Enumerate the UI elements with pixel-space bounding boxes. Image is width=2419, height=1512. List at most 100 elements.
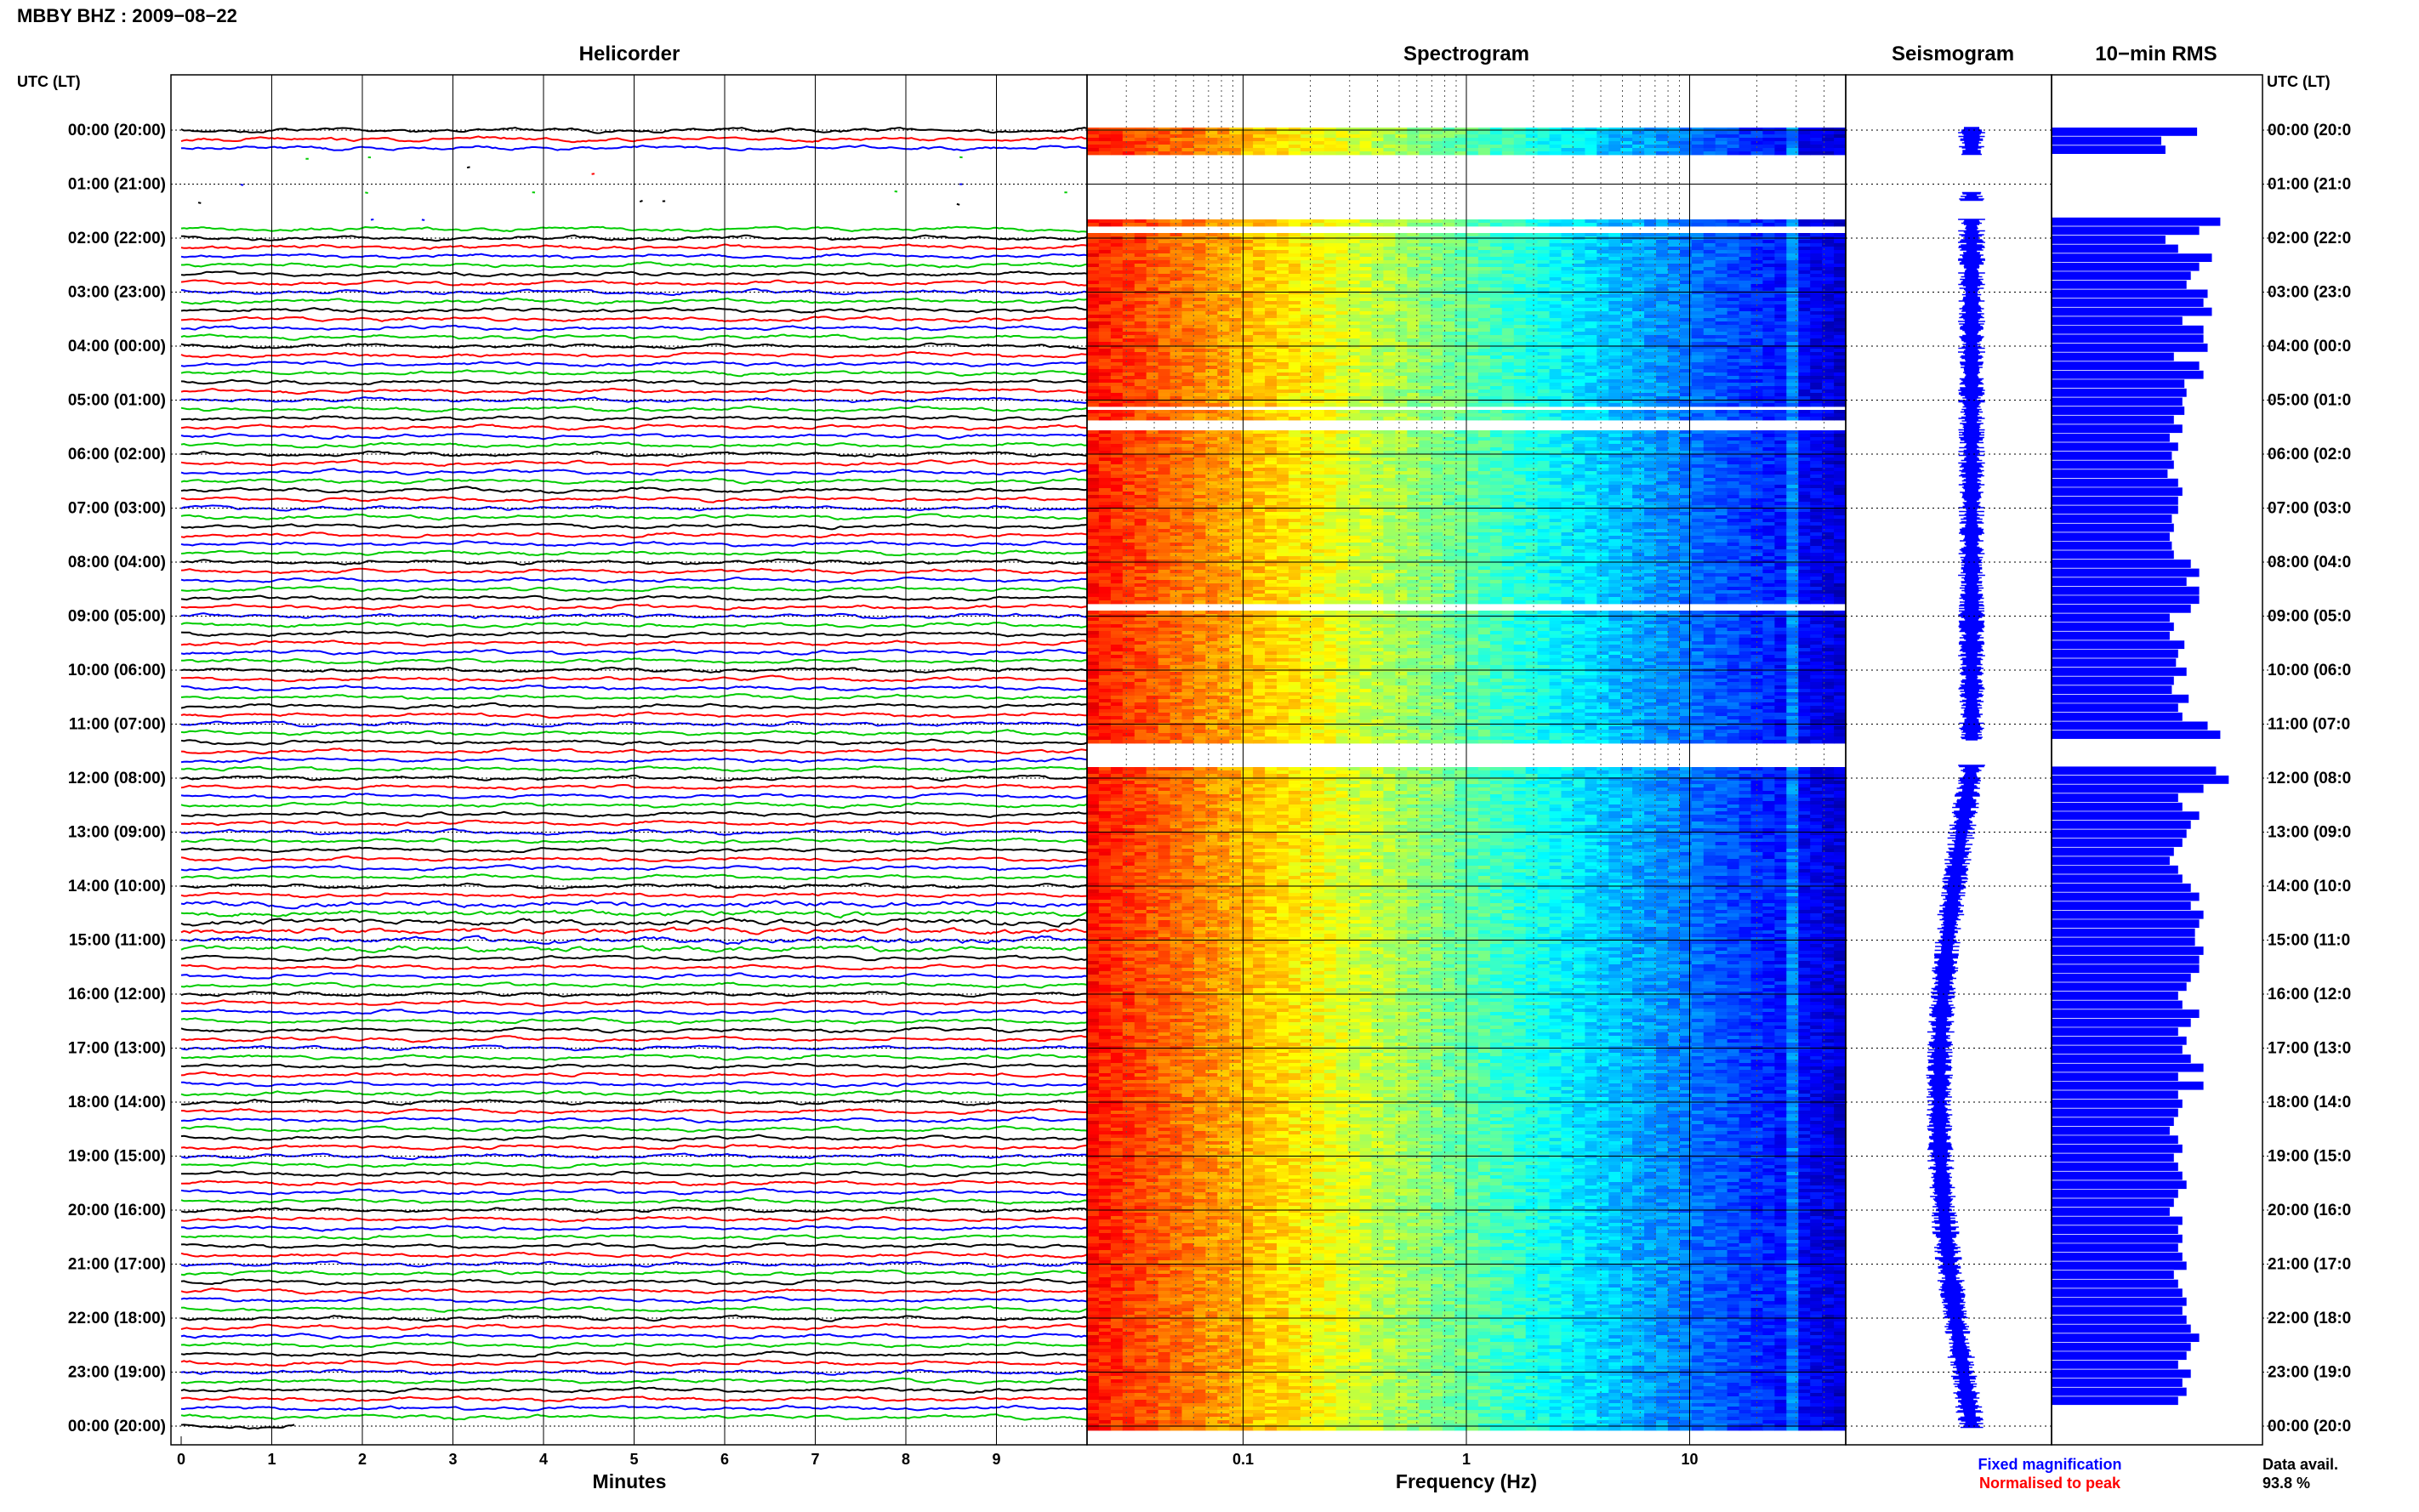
spectrogram-cell	[1597, 342, 1609, 346]
spectrogram-cell	[1632, 128, 1645, 132]
spectrogram-cell	[1407, 376, 1420, 380]
spectrogram-cell	[1608, 240, 1621, 244]
spectrogram-cell	[1573, 451, 1585, 455]
spectrogram-cell	[1098, 413, 1112, 418]
spectrogram-cell	[1585, 410, 1597, 414]
spectrogram-cell	[1537, 332, 1551, 336]
spectrogram-cell	[1667, 369, 1681, 373]
spectrogram-cell	[1667, 311, 1681, 315]
spectrogram-cell	[1597, 253, 1609, 258]
spectrogram-cell	[1277, 277, 1289, 281]
spectrogram-cell	[1347, 383, 1361, 387]
spectrogram-cell	[1277, 287, 1289, 292]
spectrogram-cell	[1110, 372, 1124, 377]
spectrogram-cell	[1407, 253, 1420, 258]
spectrogram-cell	[1253, 362, 1266, 367]
spectrogram-cell	[1585, 352, 1597, 356]
spectrogram-cell	[1822, 389, 1835, 394]
spectrogram-cell	[1431, 141, 1443, 145]
spectrogram-cell	[1110, 134, 1124, 139]
spectrogram-cell	[1477, 372, 1491, 377]
spectrogram-cell	[1501, 151, 1515, 156]
spectrogram-cell	[1608, 372, 1621, 377]
spectrogram-cell	[1679, 458, 1693, 462]
spectrogram-cell	[1253, 240, 1266, 244]
spectrogram-cell	[1632, 400, 1645, 404]
spectrogram-cell	[1644, 301, 1657, 305]
spectrogram-cell	[1323, 355, 1337, 360]
spectrogram-cell	[1253, 335, 1266, 339]
spectrogram-cell	[1810, 454, 1823, 458]
spectrogram-cell	[1158, 444, 1171, 448]
spectrogram-cell	[1359, 315, 1373, 319]
spectrogram-cell	[1098, 362, 1112, 367]
spectrogram-cell	[1265, 134, 1278, 139]
spectrogram-cell	[1347, 430, 1361, 435]
spectrogram-cell	[1419, 131, 1431, 135]
spectrogram-cell	[1513, 328, 1527, 333]
spectrogram-cell	[1549, 291, 1562, 295]
spectrogram-cell	[1608, 345, 1621, 350]
spectrogram-cell	[1632, 257, 1645, 261]
spectrogram-cell	[1537, 257, 1551, 261]
spectrogram-cell	[1300, 359, 1313, 363]
spectrogram-cell	[1205, 257, 1218, 261]
spectrogram-cell	[1597, 338, 1609, 343]
spectrogram-cell	[1822, 338, 1835, 343]
spectrogram-cell	[1383, 444, 1396, 448]
spectrogram-cell	[1395, 461, 1408, 465]
spectrogram-cell	[1703, 141, 1716, 145]
spectrogram-cell	[1585, 345, 1597, 350]
spectrogram-cell	[1347, 342, 1361, 346]
spectrogram-cell	[1656, 413, 1669, 418]
spectrogram-cell	[1822, 403, 1835, 407]
spectrogram-cell	[1608, 138, 1621, 142]
spectrogram-cell	[1347, 308, 1361, 312]
spectrogram-cell	[1265, 386, 1278, 390]
spectrogram-cell	[1822, 308, 1835, 312]
spectrogram-cell	[1466, 434, 1479, 438]
spectrogram-cell	[1501, 369, 1515, 373]
spectrogram-cell	[1620, 281, 1633, 285]
spectrogram-cell	[1158, 454, 1171, 458]
spectrogram-cell	[1537, 151, 1551, 156]
spectrogram-cell	[1608, 458, 1621, 462]
spectrogram-cell	[1419, 400, 1431, 404]
spectrogram-cell	[1632, 437, 1645, 441]
spectrogram-cell	[1300, 400, 1313, 404]
spectrogram-cell	[1122, 403, 1136, 407]
spectrogram-cell	[1834, 393, 1847, 397]
spectrogram-cell	[1146, 243, 1159, 247]
spectrogram-cell	[1181, 342, 1194, 346]
spectrogram-cell	[1561, 338, 1574, 343]
spectrogram-cell	[1288, 138, 1301, 142]
spectrogram-cell	[1679, 145, 1693, 149]
spectrogram-cell	[1703, 315, 1716, 319]
spectrogram-cell	[1288, 458, 1301, 462]
spectrogram-cell	[1253, 281, 1266, 285]
spectrogram-cell	[1229, 250, 1242, 254]
spectrogram-cell	[1525, 148, 1539, 152]
spectrogram-cell	[1277, 304, 1289, 309]
spectrogram-cell	[1419, 444, 1431, 448]
spectrogram-cell	[1323, 277, 1337, 281]
spectrogram-cell	[1822, 441, 1835, 445]
spectrogram-cell	[1679, 270, 1693, 275]
spectrogram-cell	[1691, 260, 1705, 264]
spectrogram-cell	[1822, 454, 1835, 458]
spectrogram-cell	[1407, 328, 1420, 333]
spectrogram-cell	[1098, 345, 1112, 350]
spectrogram-cell	[1122, 264, 1136, 268]
spectrogram-cell	[1774, 328, 1787, 333]
spectrogram-cell	[1193, 413, 1206, 418]
spectrogram-cell	[1703, 461, 1716, 465]
spectrogram-cell	[1549, 304, 1562, 309]
spectrogram-cell	[1632, 250, 1645, 254]
spectrogram-cell	[1620, 447, 1633, 452]
spectrogram-cell	[1656, 403, 1669, 407]
spectrogram-cell	[1573, 400, 1585, 404]
spectrogram-cell	[1395, 145, 1408, 149]
spectrogram-cell	[1323, 325, 1337, 329]
spectrogram-cell	[1277, 247, 1289, 251]
spectrogram-cell	[1146, 369, 1159, 373]
